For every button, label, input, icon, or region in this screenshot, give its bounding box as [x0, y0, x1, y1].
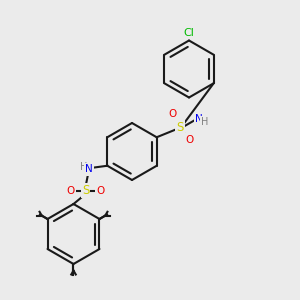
Text: N: N — [195, 114, 203, 124]
Text: O: O — [168, 109, 177, 119]
Text: S: S — [176, 121, 184, 134]
Text: O: O — [185, 134, 193, 145]
Text: O: O — [96, 185, 105, 196]
Text: S: S — [82, 184, 89, 197]
Text: Cl: Cl — [184, 28, 194, 38]
Text: H: H — [80, 162, 88, 172]
Text: N: N — [85, 164, 93, 175]
Text: O: O — [66, 185, 75, 196]
Text: H: H — [201, 117, 208, 128]
